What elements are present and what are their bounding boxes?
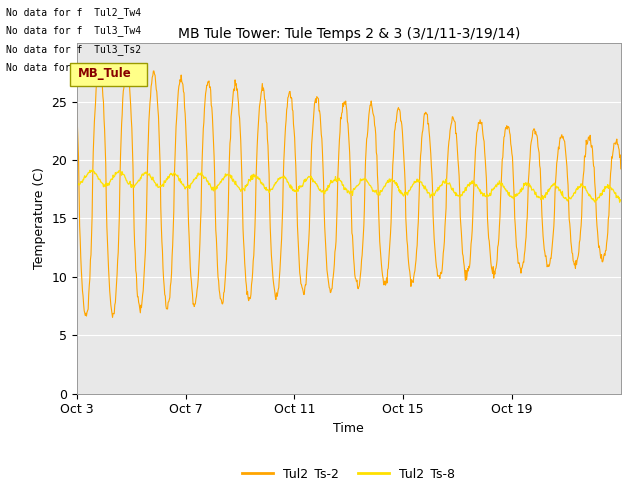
Line: Tul2_Ts-8: Tul2_Ts-8 [77, 169, 621, 202]
Tul2_Ts-8 [590, 198, 598, 204]
Tul2_Ts-2 [617, 166, 625, 172]
Tul2_Ts-2 [600, 257, 607, 263]
X-axis label: Time: Time [333, 422, 364, 435]
Tul2_Ts-2 [95, 62, 103, 68]
Text: MB_Tule: MB_Tule [78, 67, 132, 80]
Legend: Tul2_Ts-2, Tul2_Ts-8: Tul2_Ts-2, Tul2_Ts-8 [237, 462, 460, 480]
Tul2_Ts-8 [394, 185, 402, 191]
Tul2_Ts-2 [109, 314, 116, 320]
Tul2_Ts-8 [300, 181, 307, 187]
Tul2_Ts-8 [599, 187, 607, 193]
Line: Tul2_Ts-2: Tul2_Ts-2 [77, 65, 621, 317]
Tul2_Ts-2 [395, 105, 403, 110]
Tul2_Ts-2 [591, 179, 598, 185]
Tul2_Ts-2 [73, 105, 81, 111]
Text: No data for f  Tul3_Ts2: No data for f Tul3_Ts2 [6, 44, 141, 55]
Tul2_Ts-8 [100, 184, 108, 190]
Tul2_Ts-2 [300, 292, 308, 298]
Text: No data for f  Tul3_Tw4: No data for f Tul3_Tw4 [6, 25, 141, 36]
Tul2_Ts-8 [73, 182, 81, 188]
Text: No data for f  Tul2_Tw4: No data for f Tul2_Tw4 [6, 7, 141, 18]
Text: No data for f  Tul3_Ts5: No data for f Tul3_Ts5 [6, 62, 141, 73]
Tul2_Ts-2 [100, 99, 108, 105]
Tul2_Ts-8 [617, 197, 625, 203]
Tul2_Ts-8 [616, 199, 623, 205]
Y-axis label: Temperature (C): Temperature (C) [33, 168, 45, 269]
Tul2_Ts-8 [89, 167, 97, 172]
Title: MB Tule Tower: Tule Temps 2 & 3 (3/1/11-3/19/14): MB Tule Tower: Tule Temps 2 & 3 (3/1/11-… [178, 27, 520, 41]
Tul2_Ts-2 [175, 83, 183, 89]
Tul2_Ts-8 [175, 175, 182, 180]
